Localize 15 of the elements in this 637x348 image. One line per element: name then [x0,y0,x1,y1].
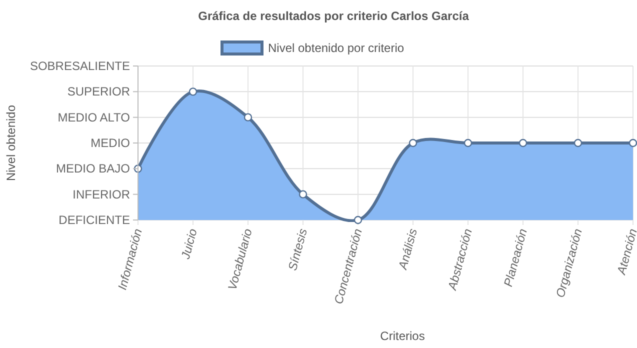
x-tick-label: Juicio [178,226,200,262]
category-label: MEDIO ALTO [58,110,130,124]
x-tick-label: Atención [614,226,637,277]
chart-title: Gráfica de resultados por criterio Carlos García [198,9,470,23]
legend-label: Nivel obtenido por criterio [268,41,404,55]
category-label: MEDIO [90,136,130,150]
category-label: SOBRESALIENTE [30,59,130,73]
text: Nivel obtenido [4,104,18,182]
category-label: INFERIOR [72,187,130,202]
x-axis-title: Criterios [380,329,425,343]
x-tick-label: Análisis [395,227,420,272]
category-label: SUPERIOR [67,84,130,99]
category-label: DEFICIENTE [58,213,130,227]
x-tick-label: Síntesis [285,227,310,272]
category-label: MEDIO BAJO [56,162,130,176]
